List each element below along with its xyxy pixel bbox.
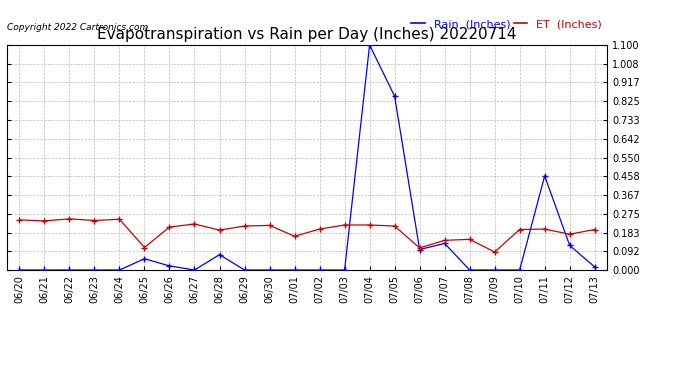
Title: Evapotranspiration vs Rain per Day (Inches) 20220714: Evapotranspiration vs Rain per Day (Inch… <box>97 27 517 42</box>
Text: Copyright 2022 Cartronics.com: Copyright 2022 Cartronics.com <box>7 22 148 32</box>
Legend: Rain  (Inches), ET  (Inches): Rain (Inches), ET (Inches) <box>411 19 602 29</box>
